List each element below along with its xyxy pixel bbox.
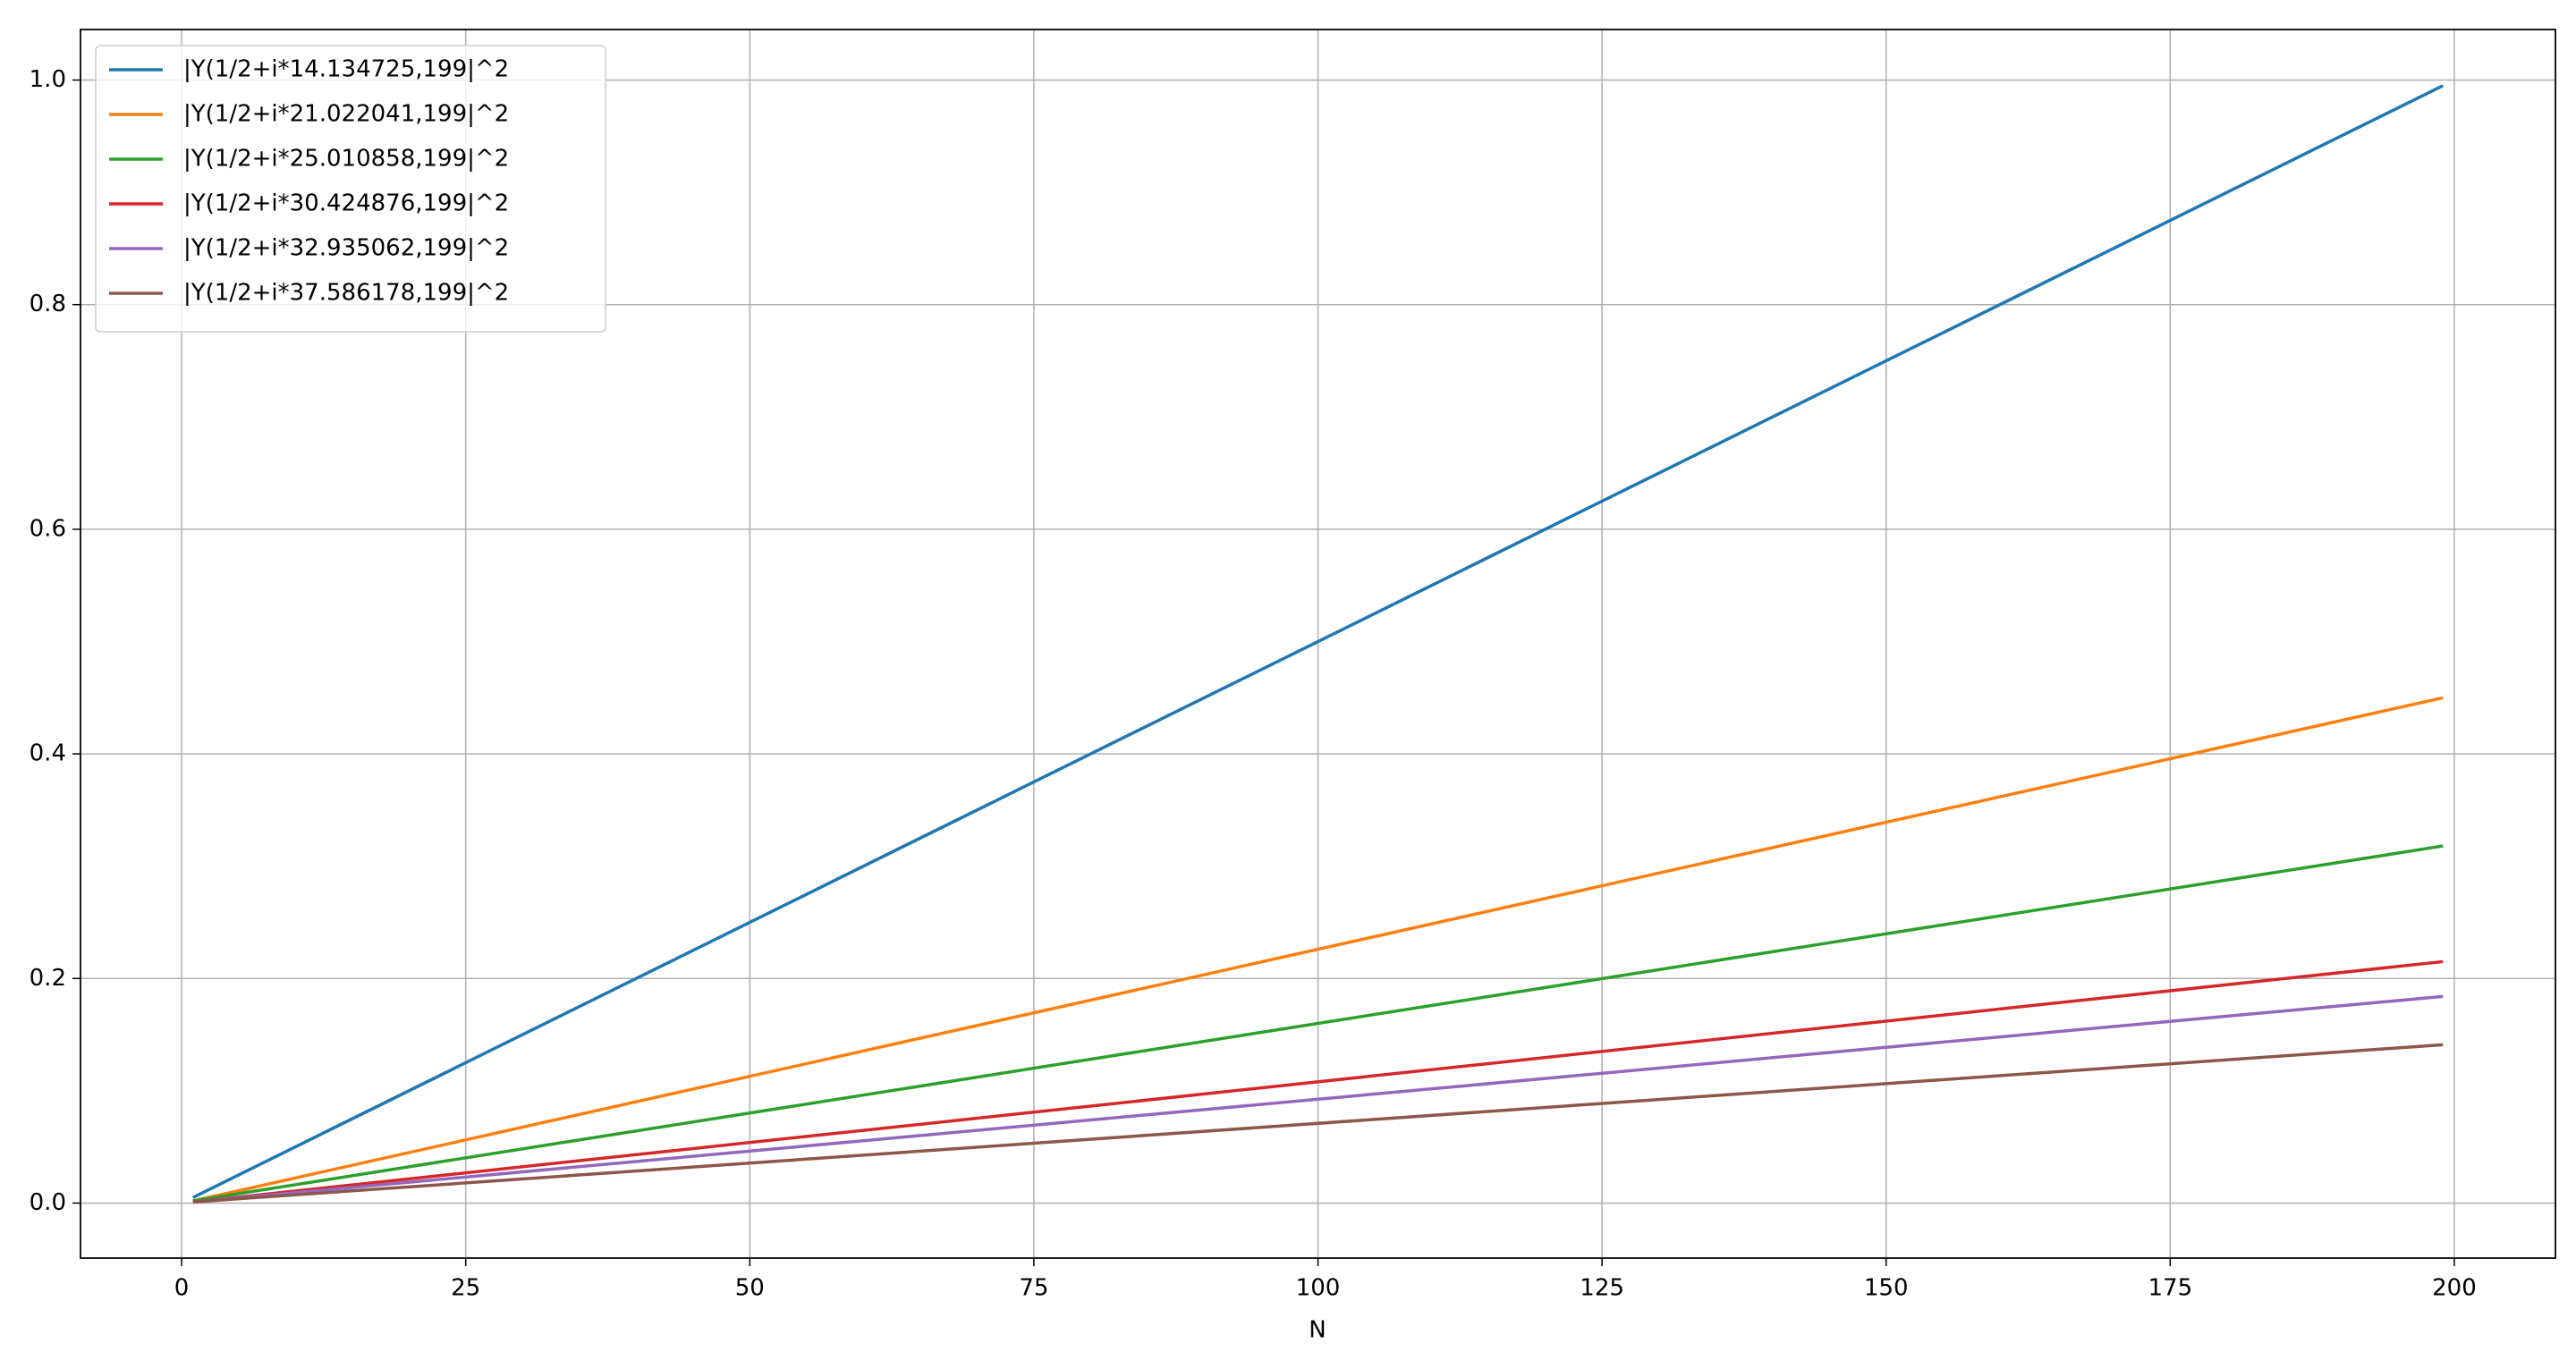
y-tick-label: 0.0 <box>30 1189 66 1216</box>
axes-frame <box>80 29 2556 1259</box>
series-line <box>192 959 2444 1204</box>
legend-label: |Y(1/2+i*21.022041,199|^2 <box>183 101 509 128</box>
legend-label: |Y(1/2+i*32.935062,199|^2 <box>183 235 509 262</box>
x-tick-label: 100 <box>1296 1275 1341 1302</box>
x-tick-label: 0 <box>174 1275 190 1302</box>
x-tick-label: 200 <box>2432 1275 2477 1302</box>
legend-box <box>95 45 606 333</box>
series-line <box>191 84 2445 1199</box>
series-line <box>192 1043 2444 1204</box>
legend-label: |Y(1/2+i*14.134725,199|^2 <box>183 56 509 83</box>
legend-label: |Y(1/2+i*25.010858,199|^2 <box>183 146 509 173</box>
series-line <box>192 994 2444 1204</box>
y-tick-label: 1.0 <box>30 66 66 93</box>
x-tick-label: 125 <box>1580 1275 1624 1302</box>
x-tick-label: 175 <box>2148 1275 2193 1302</box>
y-tick-label: 0.8 <box>30 291 66 317</box>
series-line <box>192 844 2444 1203</box>
x-axis-label: N <box>1309 1317 1326 1344</box>
y-tick-label: 0.6 <box>30 515 66 542</box>
x-tick-label: 50 <box>735 1275 765 1302</box>
x-tick-label: 150 <box>1864 1275 1909 1302</box>
series-line <box>192 696 2444 1203</box>
legend-label: |Y(1/2+i*37.586178,199|^2 <box>183 280 509 307</box>
y-tick-label: 0.2 <box>30 965 66 992</box>
x-tick-label: 25 <box>451 1275 480 1302</box>
y-tick-label: 0.4 <box>30 740 66 767</box>
x-tick-label: 75 <box>1019 1275 1048 1302</box>
legend-label: |Y(1/2+i*30.424876,199|^2 <box>183 190 509 217</box>
